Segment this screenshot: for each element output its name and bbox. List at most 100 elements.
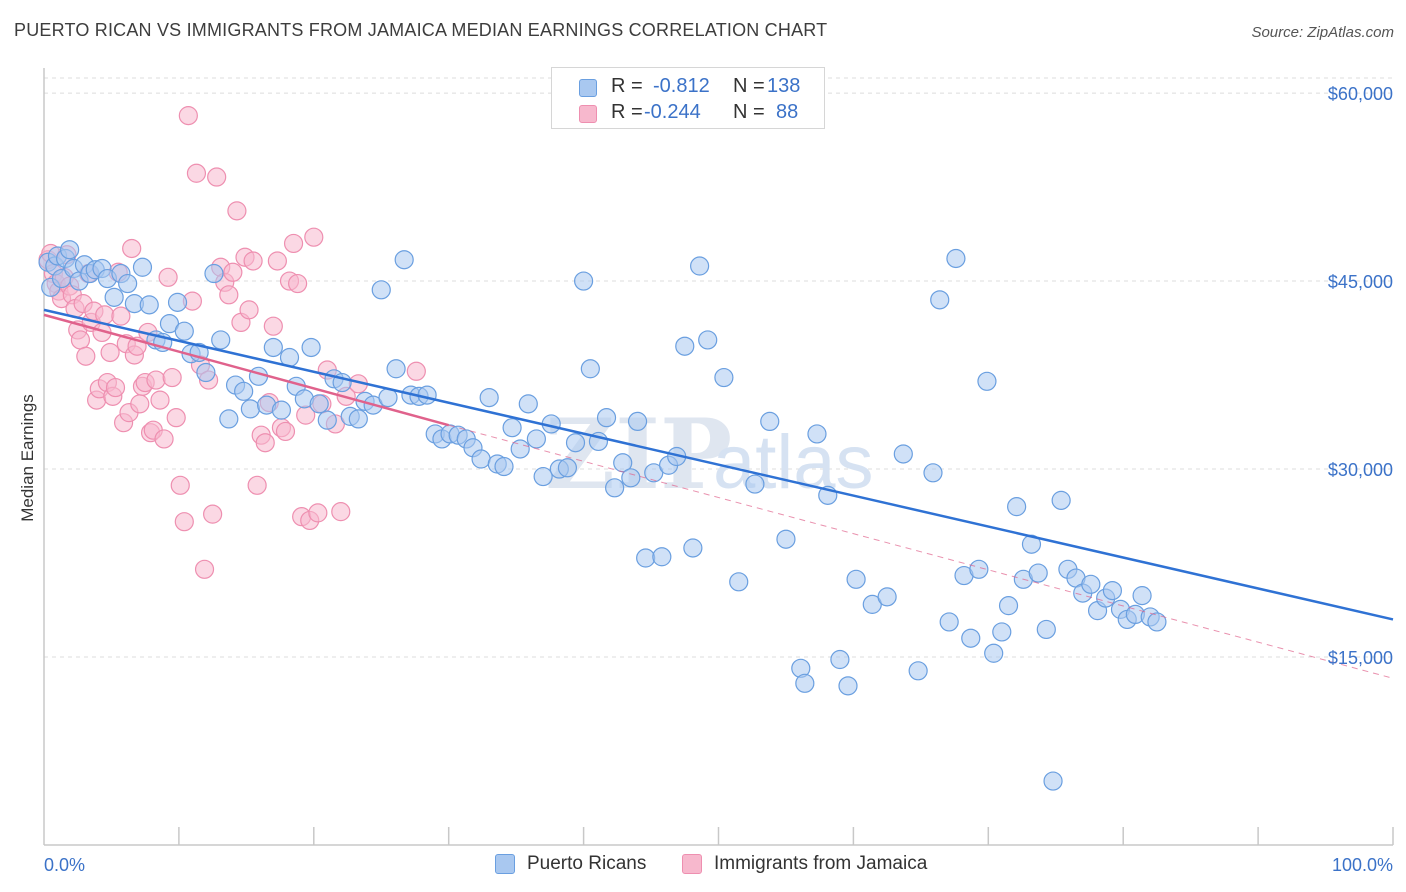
data-point — [636, 548, 656, 568]
data-point — [348, 409, 368, 429]
data-point — [60, 240, 80, 260]
data-point — [998, 596, 1019, 616]
data-point — [502, 418, 522, 438]
data-point — [1036, 619, 1056, 640]
data-point — [70, 330, 91, 350]
data-point — [961, 628, 981, 648]
data-point — [690, 256, 710, 276]
x-tick-label-right: 100.0% — [1332, 855, 1393, 875]
y-tick-label: $60,000 — [1328, 84, 1393, 104]
data-point — [331, 502, 351, 522]
data-point — [111, 306, 131, 326]
data-point — [150, 390, 170, 410]
watermark: ZIP atlas — [545, 398, 874, 511]
y-tick-label: $30,000 — [1328, 460, 1393, 480]
stats-legend: R = -0.812 N = 138 R = -0.244 N = 88 — [551, 67, 825, 129]
data-point — [605, 478, 625, 498]
y-tick-labels: $15,000 $30,000 $45,000 $60,000 — [1328, 84, 1393, 668]
data-point — [139, 295, 159, 315]
data-point — [167, 292, 188, 312]
data-point — [371, 280, 391, 300]
data-point — [243, 251, 263, 271]
data-point — [510, 439, 530, 459]
data-point — [219, 409, 239, 429]
data-point — [132, 257, 153, 277]
data-point — [104, 287, 124, 307]
data-point — [565, 433, 586, 453]
data-point — [227, 201, 247, 221]
data-point — [275, 421, 296, 442]
data-point — [162, 367, 182, 388]
data-point — [652, 547, 672, 567]
data-point — [267, 251, 287, 271]
trend-lines — [43, 308, 1394, 679]
source-label: Source: ZipAtlas.com — [1251, 24, 1394, 41]
data-point — [479, 387, 499, 408]
data-point — [105, 377, 126, 398]
data-point — [1102, 580, 1123, 601]
n-value: 138 — [767, 75, 801, 97]
data-point — [683, 538, 703, 558]
data-point — [118, 273, 138, 294]
n-label: N = — [733, 101, 765, 123]
data-point — [1007, 497, 1027, 517]
trend-line — [43, 313, 450, 427]
data-point — [122, 238, 142, 259]
data-point — [1132, 586, 1152, 606]
data-point — [386, 359, 406, 379]
data-point — [1081, 574, 1101, 594]
data-point — [596, 408, 617, 428]
data-point — [533, 466, 553, 487]
data-point — [223, 262, 243, 282]
data-point — [946, 248, 966, 269]
blue-swatch — [495, 854, 515, 874]
data-point — [526, 429, 546, 449]
data-point — [1043, 771, 1063, 791]
data-point — [745, 474, 765, 494]
trend-extension-line — [448, 424, 1394, 679]
data-point — [714, 367, 734, 388]
data-point — [807, 424, 827, 444]
data-point — [795, 673, 815, 693]
data-point — [930, 290, 950, 310]
data-point — [255, 433, 275, 453]
data-point — [207, 167, 227, 187]
data-point — [317, 410, 337, 430]
n-label: N = — [733, 75, 765, 97]
data-point — [166, 408, 186, 428]
data-point — [698, 330, 718, 350]
data-point — [130, 394, 150, 414]
data-point — [1028, 563, 1048, 583]
n-value: 88 — [776, 101, 799, 123]
data-point — [308, 503, 328, 523]
data-point — [729, 572, 749, 592]
data-point — [240, 399, 260, 419]
data-point — [203, 504, 223, 524]
data-point — [271, 400, 292, 420]
data-point — [992, 622, 1012, 642]
data-point — [838, 676, 858, 696]
data-point — [923, 463, 943, 483]
y-axis-label: Median Earnings — [18, 394, 37, 522]
data-point — [196, 362, 216, 383]
data-point — [518, 394, 538, 414]
data-point — [309, 394, 329, 414]
data-point — [247, 475, 267, 495]
data-point — [621, 468, 641, 488]
data-point — [263, 316, 283, 336]
data-point — [234, 381, 254, 401]
r-label: R = — [611, 75, 643, 97]
data-point — [406, 361, 426, 381]
data-point — [178, 106, 198, 126]
data-point — [186, 163, 207, 183]
data-point — [301, 337, 321, 358]
pink-swatch — [682, 854, 702, 874]
data-point — [776, 529, 796, 549]
data-point — [939, 612, 959, 632]
data-point — [675, 336, 695, 356]
data-point — [146, 370, 166, 390]
data-point — [969, 559, 989, 579]
data-point — [263, 337, 283, 358]
blue-swatch — [579, 79, 597, 97]
